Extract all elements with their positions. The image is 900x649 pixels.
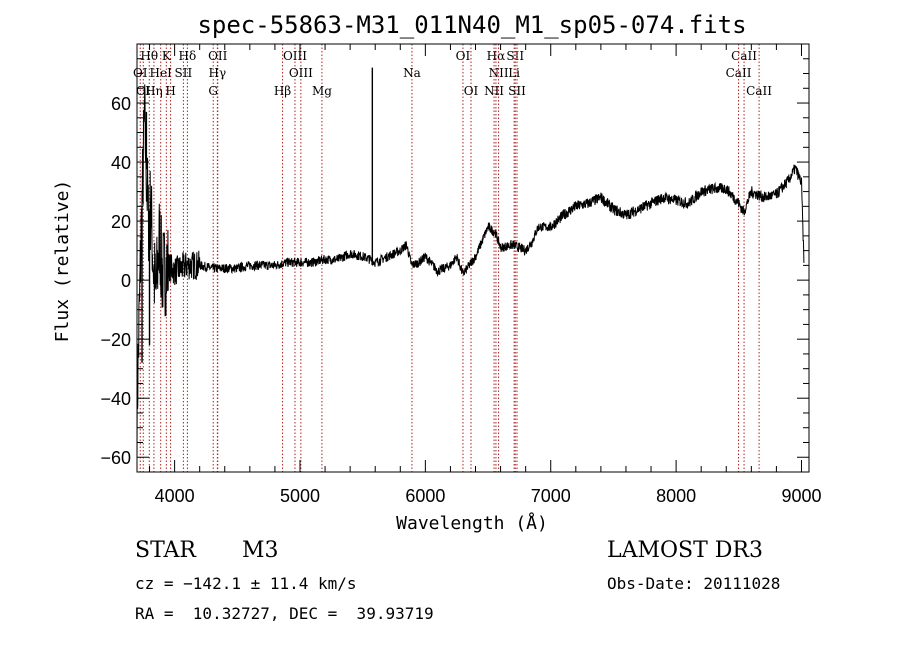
x-tick-label-1: 5000 bbox=[280, 486, 320, 506]
plot-frame bbox=[136, 43, 810, 473]
y-tick-label-3: 0 bbox=[121, 271, 131, 291]
line-label-8: CaII bbox=[731, 49, 757, 63]
line-label-21: G bbox=[208, 84, 218, 98]
y-tick-label-6: 60 bbox=[111, 94, 131, 114]
x-axis-label: Wavelength (Å) bbox=[396, 512, 548, 534]
line-label-17: CaII bbox=[726, 66, 752, 80]
x-tick-label-5: 9000 bbox=[781, 486, 821, 506]
chart-title: spec-55863-M31_011N40_M1_sp05-074.fits bbox=[197, 11, 746, 39]
line-label-23: Mg bbox=[312, 84, 332, 98]
y-tick-label-5: 40 bbox=[111, 153, 131, 173]
spectrum-series-line bbox=[136, 84, 805, 461]
object-class: STAR bbox=[135, 538, 196, 563]
line-label-24: OI bbox=[464, 84, 479, 98]
line-label-26: SII bbox=[508, 84, 526, 98]
line-label-12: Hγ bbox=[209, 66, 227, 80]
line-label-9: OI bbox=[133, 66, 148, 80]
sky-coordinates: RA = 10.32727, DEC = 39.93719 bbox=[135, 604, 434, 623]
survey-name: LAMOST DR3 bbox=[607, 538, 763, 563]
x-tick-label-0: 4000 bbox=[155, 486, 195, 506]
line-label-5: OI bbox=[456, 49, 471, 63]
line-label-27: CaII bbox=[746, 84, 772, 98]
line-label-6: Hα bbox=[487, 49, 506, 63]
y-tick-label-2: −20 bbox=[100, 330, 131, 350]
x-tick-label-2: 6000 bbox=[405, 486, 445, 506]
line-label-7: SII bbox=[506, 49, 524, 63]
line-label-20: H bbox=[165, 84, 175, 98]
line-label-3: OII bbox=[208, 49, 228, 63]
y-axis-ticks: −60 −40 −20 0 20 40 60 bbox=[100, 58, 809, 468]
line-label-4: OIII bbox=[283, 49, 307, 63]
y-tick-label-0: −60 bbox=[100, 448, 131, 468]
line-label-16: Li bbox=[508, 66, 520, 80]
y-tick-label-4: 20 bbox=[111, 212, 131, 232]
line-label-15: NII bbox=[489, 66, 509, 80]
line-label-2: Hδ bbox=[179, 49, 197, 63]
line-label-13: OIII bbox=[289, 66, 313, 80]
line-label-1: K bbox=[162, 49, 172, 63]
spectrum-spikes bbox=[141, 67, 374, 363]
line-label-14: Na bbox=[403, 66, 421, 80]
x-axis-ticks: 4000 5000 6000 7000 8000 9000 bbox=[149, 44, 822, 506]
line-label-25: NII bbox=[484, 84, 504, 98]
line-label-10: HeI bbox=[150, 66, 173, 80]
observation-date: Obs-Date: 20111028 bbox=[607, 574, 781, 593]
line-label-19: Hη bbox=[145, 84, 163, 98]
line-label-22: Hβ bbox=[274, 84, 291, 98]
line-label-18: OI bbox=[136, 84, 151, 98]
x-tick-label-4: 8000 bbox=[656, 486, 696, 506]
spectral-line-markers: HθKHδOIIOIIIOIHαSIICaIIOIHeISIIHγOIIINaN… bbox=[133, 44, 772, 472]
redshift-cz: cz = −142.1 ± 11.4 km/s bbox=[135, 574, 357, 593]
line-label-11: SII bbox=[175, 66, 193, 80]
object-subclass: M3 bbox=[242, 538, 279, 563]
y-axis-label: Flux (relative) bbox=[52, 180, 73, 343]
y-tick-label-1: −40 bbox=[100, 389, 131, 409]
x-tick-label-3: 7000 bbox=[531, 486, 571, 506]
